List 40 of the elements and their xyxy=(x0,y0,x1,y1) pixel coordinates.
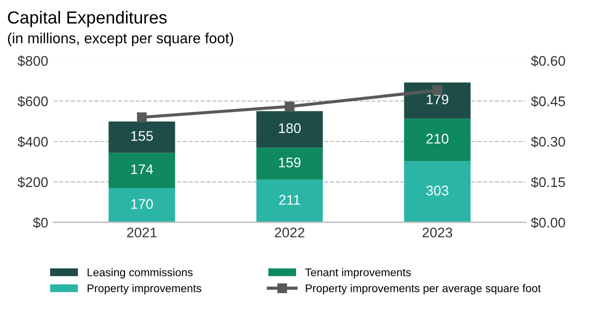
x-tick-label: 2021 xyxy=(127,228,157,238)
data-label: 170 xyxy=(131,199,153,209)
bar xyxy=(108,121,176,153)
y-tick-label: $400 xyxy=(18,136,48,148)
data-label: 155 xyxy=(131,131,153,141)
data-label: 180 xyxy=(279,123,301,134)
point xyxy=(432,85,442,96)
bar xyxy=(404,82,471,119)
bar xyxy=(404,118,471,162)
bar xyxy=(256,148,323,180)
chart-title: Capital Expenditures xyxy=(8,10,167,28)
data-label: 174 xyxy=(131,164,154,174)
legend-label: Tenant improvements xyxy=(305,268,411,278)
bar xyxy=(256,111,323,148)
data-label: 179 xyxy=(426,94,448,104)
y-tick-label: $600 xyxy=(18,96,48,108)
chart-subtitle: (in millions, except per square foot) xyxy=(8,32,234,46)
bar xyxy=(404,161,471,222)
x-tick-label: 2022 xyxy=(274,228,304,238)
y2-tick-label: $0.30 xyxy=(531,136,566,148)
x-tick-label: 2023 xyxy=(422,228,452,238)
legend-label: Property improvements xyxy=(88,284,202,294)
y-tick-label: $0 xyxy=(33,217,48,228)
data-label: 303 xyxy=(426,186,448,196)
bar xyxy=(108,152,176,188)
y2-tick-label: $0.15 xyxy=(531,176,566,188)
y-tick-label: $800 xyxy=(18,55,48,67)
y-tick-label: $200 xyxy=(18,176,48,188)
data-label: 210 xyxy=(426,134,448,144)
bar xyxy=(256,180,323,222)
legend-label: Leasing commissions xyxy=(88,268,193,278)
y2-tick-label: $0.00 xyxy=(531,217,566,228)
data-label: 159 xyxy=(279,158,301,168)
point xyxy=(136,112,147,122)
y2-tick-label: $0.45 xyxy=(531,96,566,108)
data-label: 211 xyxy=(279,194,300,205)
legend-label: Property improvements per average square foot xyxy=(306,284,541,294)
bar xyxy=(108,188,176,222)
y2-tick-label: $0.60 xyxy=(531,55,566,67)
point xyxy=(284,102,294,112)
